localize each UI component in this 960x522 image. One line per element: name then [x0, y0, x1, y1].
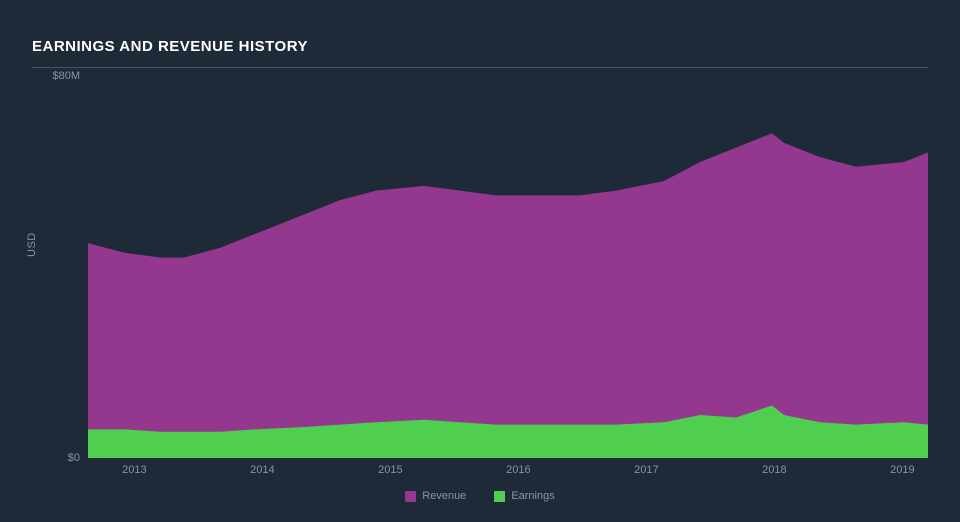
x-tick-label: 2014 — [250, 464, 274, 476]
chart-body: USD $0$80M — [32, 76, 928, 458]
chart-wrap: USD $0$80M 2013201420152016201720182019 … — [32, 76, 928, 502]
y-axis: USD $0$80M — [32, 76, 88, 458]
x-tick-label: 2013 — [122, 464, 146, 476]
x-axis: 2013 2014 2015 2016 2017 2018 2019 — [32, 458, 928, 486]
legend-item-revenue: Revenue — [405, 490, 466, 502]
legend-label: Revenue — [422, 490, 466, 502]
area-series-revenue — [88, 133, 928, 458]
x-tick-label: 2019 — [890, 464, 914, 476]
area-chart-svg — [88, 76, 928, 458]
x-tick-label: 2018 — [762, 464, 786, 476]
legend-label: Earnings — [511, 490, 554, 502]
x-tick-label: 2016 — [506, 464, 530, 476]
legend: Revenue Earnings — [32, 486, 928, 502]
legend-item-earnings: Earnings — [494, 490, 554, 502]
x-tick-label: 2017 — [634, 464, 658, 476]
x-tick-label: 2015 — [378, 464, 402, 476]
plot-area — [88, 76, 928, 458]
y-axis-label: USD — [26, 232, 38, 257]
y-tick-label: $80M — [52, 70, 80, 82]
legend-swatch — [405, 491, 416, 502]
legend-swatch — [494, 491, 505, 502]
chart-container: EARNINGS AND REVENUE HISTORY USD $0$80M … — [0, 0, 960, 522]
chart-title: EARNINGS AND REVENUE HISTORY — [32, 38, 928, 68]
